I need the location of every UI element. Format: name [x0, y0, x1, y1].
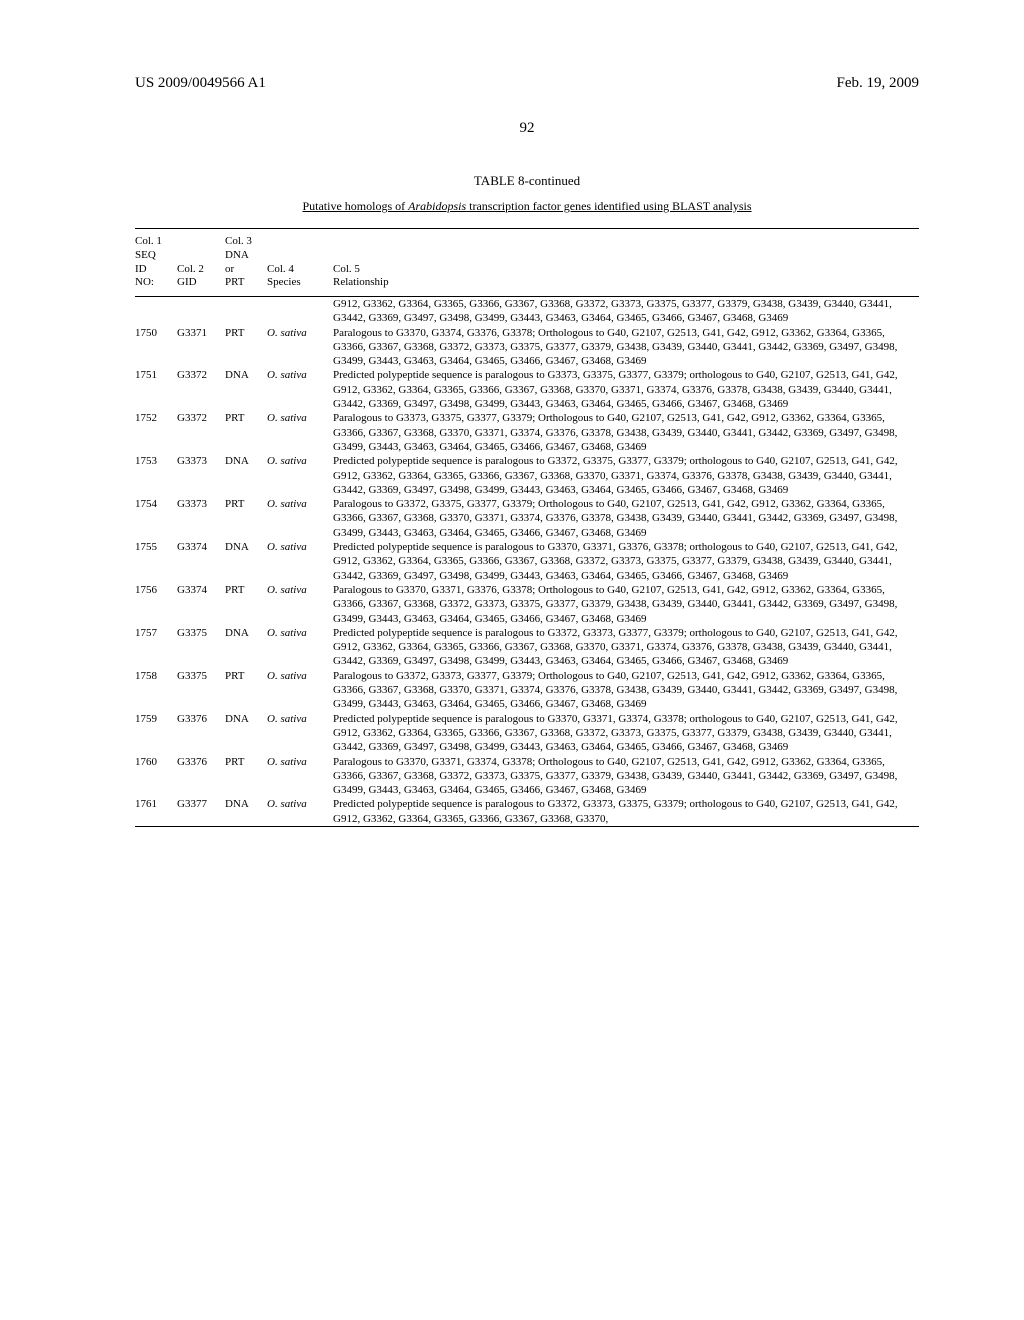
table-header-row: Col. 1SEQIDNO: Col. 2GID Col. 3DNAorPRT … [135, 229, 919, 297]
cell-gid: G3375 [177, 626, 225, 669]
cell-species: O. sativa [267, 583, 333, 626]
table-row: 1756 G3374 PRT O. sativa Paralogous to G… [135, 583, 919, 626]
cell-seq: 1755 [135, 540, 177, 583]
cell-species: O. sativa [267, 669, 333, 712]
cell-gid: G3371 [177, 326, 225, 369]
cell-relationship: Predicted polypeptide sequence is paralo… [333, 797, 919, 826]
cell-species: O. sativa [267, 540, 333, 583]
cell-type: PRT [225, 669, 267, 712]
table-row: 1760 G3376 PRT O. sativa Paralogous to G… [135, 755, 919, 798]
cell-seq: 1760 [135, 755, 177, 798]
cell-relationship: Predicted polypeptide sequence is paralo… [333, 712, 919, 755]
cell-type: DNA [225, 712, 267, 755]
page-header: US 2009/0049566 A1 Feb. 19, 2009 [135, 75, 919, 92]
cell-type: DNA [225, 797, 267, 826]
cell-gid: G3376 [177, 712, 225, 755]
cell-gid: G3375 [177, 669, 225, 712]
cell-type: DNA [225, 368, 267, 411]
cell-gid: G3374 [177, 583, 225, 626]
cell-type: PRT [225, 326, 267, 369]
cell-species: O. sativa [267, 497, 333, 540]
cell-gid: G3373 [177, 454, 225, 497]
table-row: G912, G3362, G3364, G3365, G3366, G3367,… [135, 297, 919, 326]
cell-relationship: Paralogous to G3372, G3375, G3377, G3379… [333, 497, 919, 540]
cell-type: DNA [225, 540, 267, 583]
cell-seq: 1753 [135, 454, 177, 497]
table-row: 1758 G3375 PRT O. sativa Paralogous to G… [135, 669, 919, 712]
table-row: 1750 G3371 PRT O. sativa Paralogous to G… [135, 326, 919, 369]
cell-seq: 1759 [135, 712, 177, 755]
cell-seq: 1750 [135, 326, 177, 369]
cell-gid: G3376 [177, 755, 225, 798]
cell-seq: 1754 [135, 497, 177, 540]
doc-id: US 2009/0049566 A1 [135, 75, 266, 92]
cell-gid: G3377 [177, 797, 225, 826]
cell-species: O. sativa [267, 626, 333, 669]
cell-gid: G3372 [177, 411, 225, 454]
cell-species: O. sativa [267, 797, 333, 826]
cell-relationship: Paralogous to G3370, G3374, G3376, G3378… [333, 326, 919, 369]
table-row: 1755 G3374 DNA O. sativa Predicted polyp… [135, 540, 919, 583]
cell-seq: 1756 [135, 583, 177, 626]
cell-species: O. sativa [267, 454, 333, 497]
cell-seq: 1751 [135, 368, 177, 411]
cell-gid: G3373 [177, 497, 225, 540]
table-row: 1761 G3377 DNA O. sativa Predicted polyp… [135, 797, 919, 826]
cell-relationship: Predicted polypeptide sequence is paralo… [333, 540, 919, 583]
cell-species: O. sativa [267, 368, 333, 411]
cell-relationship: Paralogous to G3372, G3373, G3377, G3379… [333, 669, 919, 712]
cell-type: PRT [225, 497, 267, 540]
cell-type: PRT [225, 583, 267, 626]
col-header-seq: Col. 1SEQIDNO: [135, 229, 177, 297]
cell-species: O. sativa [267, 411, 333, 454]
table-row: 1752 G3372 PRT O. sativa Paralogous to G… [135, 411, 919, 454]
cell-relationship: Paralogous to G3373, G3375, G3377, G3379… [333, 411, 919, 454]
cell-seq: 1758 [135, 669, 177, 712]
table-title: TABLE 8-continued [135, 173, 919, 189]
table-subtitle: Putative homologs of Arabidopsis transcr… [135, 199, 919, 214]
cell-relationship: Predicted polypeptide sequence is paralo… [333, 454, 919, 497]
cell-type: PRT [225, 755, 267, 798]
table-container: Col. 1SEQIDNO: Col. 2GID Col. 3DNAorPRT … [135, 228, 919, 827]
table-row: 1757 G3375 DNA O. sativa Predicted polyp… [135, 626, 919, 669]
page-number: 92 [135, 120, 919, 137]
cell-type: DNA [225, 626, 267, 669]
cell-gid: G3372 [177, 368, 225, 411]
table-row: 1759 G3376 DNA O. sativa Predicted polyp… [135, 712, 919, 755]
homologs-table: Col. 1SEQIDNO: Col. 2GID Col. 3DNAorPRT … [135, 229, 919, 826]
cell-species: O. sativa [267, 712, 333, 755]
cell-seq: 1757 [135, 626, 177, 669]
cell-type: PRT [225, 411, 267, 454]
table-row: 1753 G3373 DNA O. sativa Predicted polyp… [135, 454, 919, 497]
table-row: 1754 G3373 PRT O. sativa Paralogous to G… [135, 497, 919, 540]
cell-type: DNA [225, 454, 267, 497]
cell-species: O. sativa [267, 326, 333, 369]
cell-relationship: Paralogous to G3370, G3371, G3376, G3378… [333, 583, 919, 626]
col-header-gid: Col. 2GID [177, 229, 225, 297]
cell-relationship: G912, G3362, G3364, G3365, G3366, G3367,… [333, 297, 919, 326]
col-header-type: Col. 3DNAorPRT [225, 229, 267, 297]
cell-seq: 1752 [135, 411, 177, 454]
table-row: 1751 G3372 DNA O. sativa Predicted polyp… [135, 368, 919, 411]
cell-relationship: Paralogous to G3370, G3371, G3374, G3378… [333, 755, 919, 798]
cell-relationship: Predicted polypeptide sequence is paralo… [333, 368, 919, 411]
doc-date: Feb. 19, 2009 [837, 75, 920, 92]
cell-seq: 1761 [135, 797, 177, 826]
col-header-relationship: Col. 5Relationship [333, 229, 919, 297]
cell-gid: G3374 [177, 540, 225, 583]
col-header-species: Col. 4Species [267, 229, 333, 297]
cell-relationship: Predicted polypeptide sequence is paralo… [333, 626, 919, 669]
cell-species: O. sativa [267, 755, 333, 798]
